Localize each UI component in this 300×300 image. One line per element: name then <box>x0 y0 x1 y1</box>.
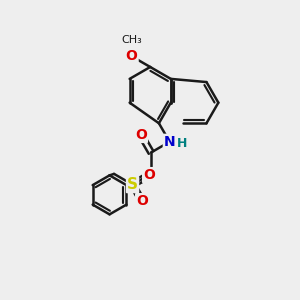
Text: O: O <box>136 194 148 208</box>
Text: O: O <box>143 168 155 182</box>
Text: O: O <box>126 49 138 63</box>
Text: H: H <box>177 137 187 150</box>
Text: CH₃: CH₃ <box>121 35 142 45</box>
Text: O: O <box>135 128 147 142</box>
Text: S: S <box>127 177 138 192</box>
Text: N: N <box>164 135 176 149</box>
